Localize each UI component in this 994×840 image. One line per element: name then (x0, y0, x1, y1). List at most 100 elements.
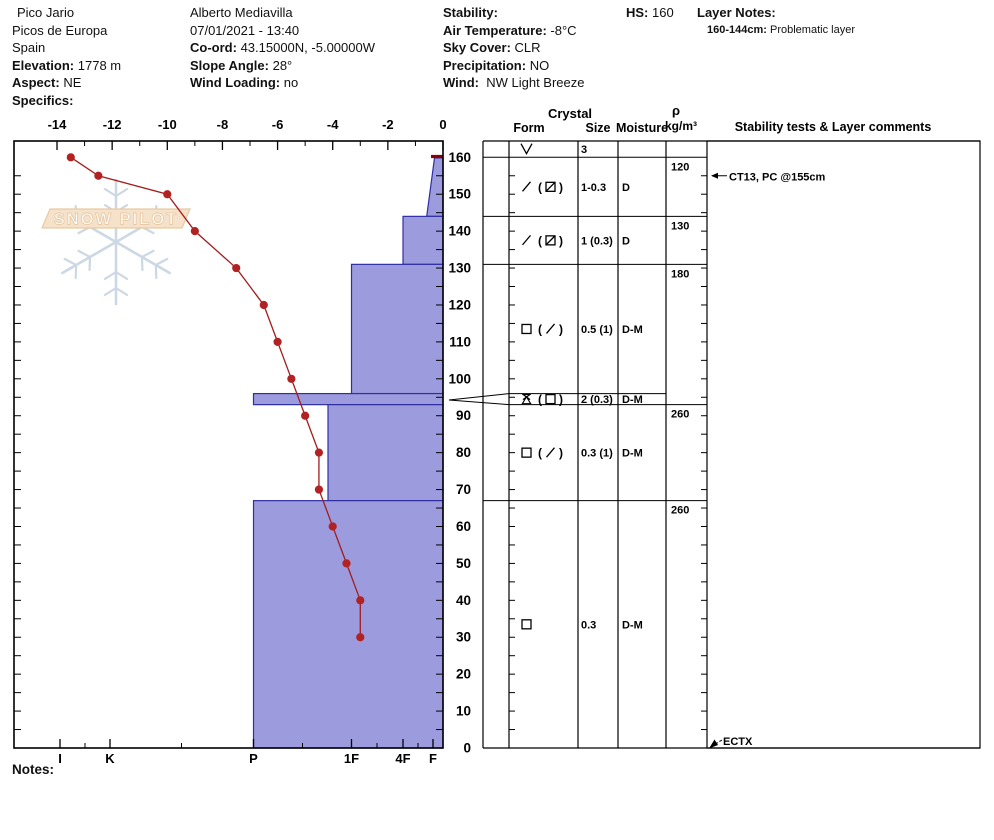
coordinates: Co-ord: 43.15000N, -5.00000W (190, 40, 375, 55)
grain-size: 0.5 (1) (581, 324, 613, 336)
temperature-point (259, 300, 268, 310)
depth-label: 80 (456, 445, 471, 460)
site-name: Pico Jario (17, 5, 75, 20)
density-value: 180 (671, 268, 689, 280)
depth-label: 160 (448, 150, 471, 165)
svg-text:(: ( (538, 446, 542, 460)
svg-text:(: ( (538, 180, 542, 194)
header-conditions-column: Stability: Air Temperature: -8°C Sky Cov… (443, 4, 584, 92)
test-result: CT13, PC @155cm (729, 171, 826, 183)
hardness-axis: I K P 1F 4F F (58, 739, 437, 766)
depth-label: 40 (456, 593, 471, 608)
site-specifics: Specifics: (12, 92, 74, 108)
layer-bar (327, 404, 444, 502)
depth-label: 20 (456, 667, 471, 682)
svg-text:kg/m³: kg/m³ (665, 119, 697, 133)
svg-text:): ) (559, 180, 563, 194)
site-aspect: Aspect: NE (12, 75, 82, 90)
density-value: 120 (671, 161, 689, 173)
svg-text:1F: 1F (344, 751, 359, 766)
sky-cover: Sky Cover: CLR (443, 40, 541, 55)
svg-text:(: ( (538, 393, 542, 407)
temperature-profile (66, 153, 365, 642)
snowpilot-watermark: SNOW PILOT (41, 178, 191, 306)
test-result: ECTX (723, 736, 753, 748)
svg-text:Stability tests & Layer commen: Stability tests & Layer comments (735, 120, 932, 134)
crystal-table (482, 140, 980, 749)
air-temperature: Air Temperature: -8°C (443, 22, 577, 38)
svg-text:): ) (559, 446, 563, 460)
surface-hoar-marker (431, 154, 443, 159)
site-country: Spain (12, 40, 46, 55)
watermark-text: SNOW PILOT (54, 211, 179, 229)
svg-text:P: P (249, 751, 258, 766)
temperature-point (94, 171, 103, 180)
temperature-point (273, 337, 282, 346)
depth-label: 130 (448, 261, 471, 276)
header-site-column: Pico Jario Picos de Europa Spain Elevati… (12, 4, 121, 109)
depth-axis: 0 10 20 30 40 50 60 70 80 90 100 110 120 130 140 150 160 (14, 150, 471, 756)
svg-text:K: K (105, 751, 115, 766)
stability-tests-box (706, 140, 981, 749)
density-value: 260 (671, 409, 689, 421)
moisture: D-M (622, 619, 643, 631)
svg-text:3: 3 (581, 144, 587, 156)
svg-text:F: F (429, 751, 437, 766)
svg-text:-14: -14 (48, 117, 68, 132)
svg-text:-4: -4 (327, 117, 339, 132)
temperature-point (190, 227, 199, 236)
depth-label: 110 (449, 334, 471, 349)
density-value: 130 (671, 220, 689, 232)
observation-datetime: 07/01/2021 - 13:40 (190, 22, 300, 38)
svg-text:-6: -6 (272, 117, 284, 132)
svg-text:-8: -8 (217, 117, 229, 132)
snow-profile-chart: SNOW PILOT -14 -12 -10 -8 -6 -4 -2 0 I K P 1F 4F F 0 10 2… (13, 103, 981, 766)
temperature-point (287, 374, 296, 383)
layer-notes-title: Layer Notes: (697, 5, 776, 20)
svg-text:I: I (58, 751, 62, 766)
svg-text:0: 0 (439, 117, 446, 132)
svg-text:(: ( (538, 234, 542, 248)
layer-bar (402, 215, 444, 265)
grain-size: 2 (0.3) (581, 394, 613, 406)
notes-label: Notes: (12, 762, 55, 777)
temperature-axis: -14 -12 -10 -8 -6 -4 -2 0 (48, 117, 447, 150)
observer-name: Alberto Mediavilla (190, 5, 293, 20)
hardness-layer-bars (252, 154, 444, 749)
depth-label: 140 (448, 224, 471, 239)
temperature-point (232, 263, 241, 273)
moisture: D-M (622, 394, 643, 406)
depth-label: 0 (463, 741, 471, 756)
svg-text:): ) (559, 393, 563, 407)
depth-label: 70 (456, 482, 471, 497)
grain-size: 1-0.3 (581, 182, 606, 194)
moisture: D-M (622, 448, 643, 460)
svg-text:(: ( (538, 322, 542, 336)
svg-text:-2: -2 (382, 117, 394, 132)
temperature-point (356, 633, 365, 642)
snow-height: HS: 160 (626, 5, 674, 20)
temperature-point (328, 522, 337, 531)
depth-label: 50 (456, 556, 471, 571)
precipitation: Precipitation: NO (443, 57, 550, 73)
depth-label: 90 (456, 408, 471, 423)
depth-label: 10 (456, 704, 471, 719)
temperature-point (163, 190, 172, 199)
temperature-point (314, 485, 324, 494)
grain-size: 0.3 (581, 619, 596, 631)
layer-bar (350, 263, 444, 395)
svg-text:4F: 4F (395, 751, 410, 766)
depth-label: 100 (448, 371, 471, 386)
flagged-layer-pointer (448, 393, 510, 406)
temperature-point (356, 596, 365, 605)
table-header: Crystal Form Size Moisture ρkg/m³ Stability t… (513, 103, 931, 135)
svg-text:ρ: ρ (672, 103, 680, 118)
svg-text:-10: -10 (158, 117, 177, 132)
moisture: D (622, 182, 630, 194)
svg-text:): ) (559, 322, 563, 336)
layer-bar (426, 157, 444, 217)
svg-text:Moisture: Moisture (616, 121, 668, 135)
header-observer-column: Alberto Mediavilla 07/01/2021 - 13:40 Co… (190, 4, 375, 92)
depth-label: 30 (456, 630, 471, 645)
